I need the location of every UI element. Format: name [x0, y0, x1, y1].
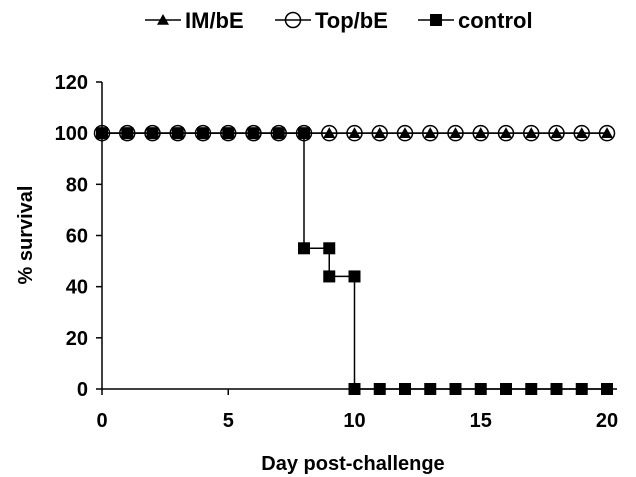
data-point-top-be — [447, 124, 464, 142]
data-point-control — [575, 383, 588, 395]
legend-marker-top-be — [284, 11, 302, 29]
data-point-control — [171, 127, 184, 140]
data-point-top-be — [422, 124, 439, 142]
y-axis-title: % survival — [15, 186, 37, 285]
data-point-top-be — [573, 124, 590, 142]
data-point-top-be — [346, 124, 363, 142]
legend-item-control: control — [418, 8, 533, 33]
y-tick-label: 100 — [55, 123, 88, 145]
data-point-top-be — [523, 124, 540, 142]
y-tick-label: 0 — [77, 379, 88, 401]
data-point-control — [348, 270, 361, 283]
y-tick-label: 60 — [66, 226, 88, 248]
axes: 0 20 40 60 80 100 120 0 5 10 15 20 — [55, 72, 619, 432]
data-point-control — [121, 127, 134, 140]
legend: IM/bE Top/bE control — [145, 8, 533, 33]
legend-item-top-be: Top/bE — [275, 8, 388, 33]
data-point-control — [146, 127, 159, 140]
data-point-control — [601, 383, 613, 395]
data-point-control — [272, 127, 285, 140]
data-point-top-be — [548, 124, 565, 142]
data-point-top-be — [598, 124, 616, 142]
data-point-control — [323, 242, 336, 255]
data-point-control — [449, 383, 462, 395]
series-control — [96, 127, 613, 395]
data-point-control — [323, 270, 336, 283]
x-tick-label: 0 — [96, 410, 107, 432]
legend-label: Top/bE — [315, 8, 388, 33]
x-axis-title: Day post-challenge — [261, 453, 444, 475]
legend-marker-control — [430, 14, 442, 26]
y-tick-label: 20 — [66, 328, 88, 350]
data-point-control — [197, 127, 209, 140]
data-point-control — [424, 383, 437, 395]
data-point-control — [373, 383, 386, 395]
legend-label: control — [458, 8, 533, 33]
data-point-top-be — [396, 124, 414, 142]
x-tick-label: 10 — [343, 410, 365, 432]
data-point-control — [298, 242, 310, 255]
data-point-control — [247, 127, 260, 140]
x-tick-label: 15 — [470, 410, 492, 432]
data-point-control — [96, 127, 108, 140]
legend-marker-im-be — [157, 14, 169, 25]
data-point-top-be — [497, 124, 515, 142]
data-point-control — [525, 383, 538, 395]
data-point-top-be — [321, 124, 338, 142]
data-point-control — [222, 127, 235, 140]
data-point-top-be — [472, 124, 489, 142]
x-tick-label: 5 — [223, 410, 234, 432]
y-tick-label: 80 — [66, 174, 88, 196]
legend-item-im-be: IM/bE — [145, 8, 244, 33]
plot-area — [93, 124, 616, 395]
x-tick-label: 20 — [596, 410, 618, 432]
data-point-control — [298, 127, 310, 140]
y-tick-label: 120 — [55, 72, 88, 94]
data-point-control — [550, 383, 563, 395]
data-point-control — [500, 383, 512, 395]
data-point-control — [348, 383, 361, 395]
y-tick-label: 40 — [66, 277, 88, 299]
data-point-control — [474, 383, 487, 395]
legend-label: IM/bE — [185, 8, 244, 33]
data-point-control — [399, 383, 411, 395]
series-line-control — [102, 132, 607, 390]
data-point-top-be — [371, 124, 388, 142]
